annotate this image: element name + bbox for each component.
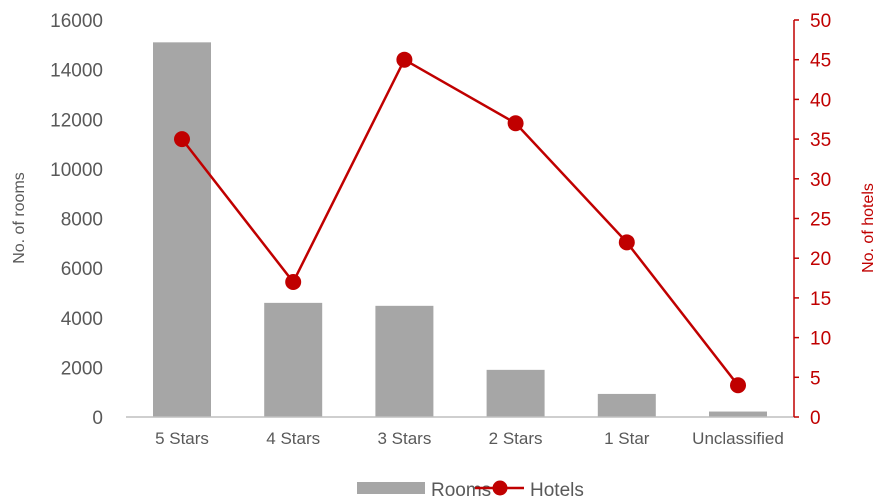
right-tick-label: 20 xyxy=(810,249,831,270)
rooms-bar xyxy=(264,302,323,417)
right-tick-label: 30 xyxy=(810,170,831,191)
legend-rooms-label: Rooms xyxy=(431,480,491,501)
right-tick-label: 35 xyxy=(810,130,831,151)
hotels-point xyxy=(618,234,635,251)
legend-rooms-swatch xyxy=(357,482,425,494)
right-tick-label: 50 xyxy=(810,11,831,32)
rooms-bar xyxy=(486,369,545,417)
category-label: 5 Stars xyxy=(155,429,209,448)
right-tick-label: 15 xyxy=(810,289,831,310)
right-axis-title: No. of hotels xyxy=(860,183,877,273)
hotels-point xyxy=(507,115,524,132)
legend-hotels-marker xyxy=(492,480,508,496)
left-tick-label: 8000 xyxy=(61,210,103,231)
right-tick-label: 25 xyxy=(810,210,831,231)
rooms-bar xyxy=(597,393,656,417)
left-tick-label: 6000 xyxy=(61,259,103,280)
right-tick-label: 5 xyxy=(810,368,821,389)
left-tick-label: 16000 xyxy=(50,11,103,32)
right-axis-ticks: 0 5 10 15 20 25 30 35 40 45 50 xyxy=(794,11,831,429)
left-tick-label: 10000 xyxy=(50,160,103,181)
hotels-point xyxy=(396,51,413,68)
right-tick-label: 10 xyxy=(810,329,831,350)
hotels-point xyxy=(174,131,190,148)
left-tick-label: 14000 xyxy=(50,61,103,82)
category-label: Unclassified xyxy=(692,429,784,448)
rooms-bar xyxy=(153,42,211,418)
category-labels: 5 Stars 4 Stars 3 Stars 2 Stars 1 Star Unclas… xyxy=(155,429,784,448)
hotels-line xyxy=(181,57,739,387)
hotels-point xyxy=(730,377,746,394)
rooms-bars xyxy=(153,42,767,418)
right-tick-label: 40 xyxy=(810,90,831,111)
left-tick-label: 2000 xyxy=(61,358,103,379)
legend-hotels-label: Hotels xyxy=(530,480,584,501)
left-axis-ticks: 0 2000 4000 6000 8000 10000 12000 14000 16000 xyxy=(50,11,103,429)
category-label: 3 Stars xyxy=(377,429,431,448)
right-tick-label: 45 xyxy=(810,51,831,72)
right-tick-label: 0 xyxy=(810,408,821,429)
hotels-point xyxy=(285,274,302,291)
left-tick-label: 4000 xyxy=(61,309,103,330)
rooms-bar xyxy=(375,305,434,417)
legend: Rooms Hotels xyxy=(357,480,584,501)
category-label: 1 Star xyxy=(604,429,650,448)
category-label: 4 Stars xyxy=(266,429,320,448)
category-label: 2 Stars xyxy=(489,429,543,448)
left-tick-label: 12000 xyxy=(50,110,103,131)
left-tick-label: 0 xyxy=(92,408,103,429)
hotels-line-layer xyxy=(174,51,746,394)
left-axis-title: No. of rooms xyxy=(11,172,28,264)
rooms-bar xyxy=(709,411,767,417)
